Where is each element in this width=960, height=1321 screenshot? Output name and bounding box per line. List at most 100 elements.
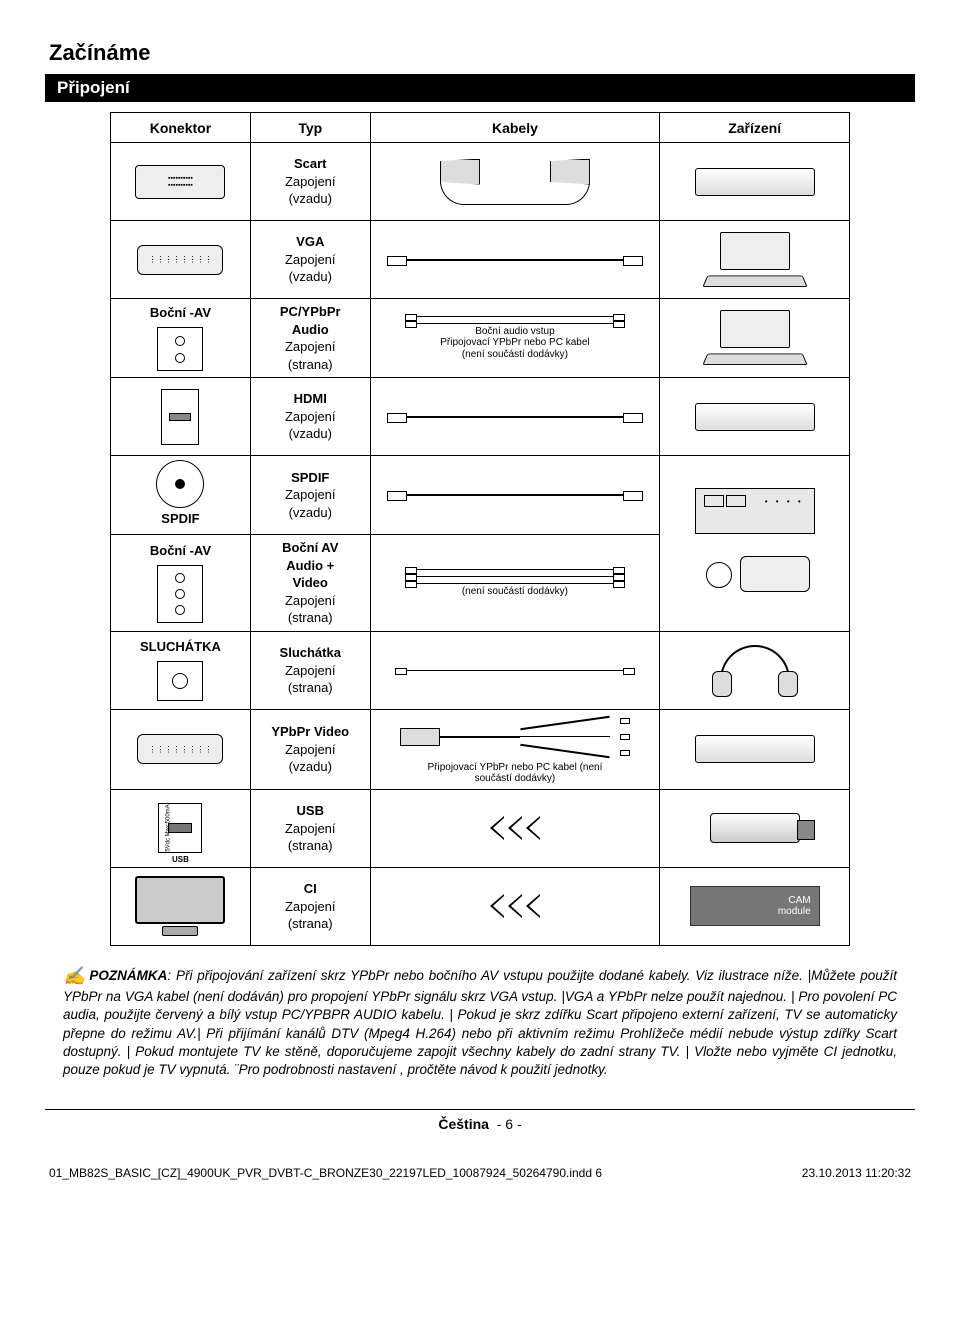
sideav-type-l1: Boční AV — [257, 539, 364, 557]
usb-connector-cell: USB 5Vdc Max:500mA — [111, 789, 251, 867]
usb-side-label: 5Vdc Max:500mA — [166, 805, 172, 852]
pcypbpr-device-cell — [660, 299, 850, 378]
vga-device-cell — [660, 221, 850, 299]
usb-type-conn: Zapojení — [257, 820, 364, 838]
ypbpr-type-name: YPbPr Video — [257, 723, 364, 741]
ci-type-cell: CI Zapojení (strana) — [250, 867, 370, 945]
pcypbpr-note-l1: Boční audio vstup — [377, 326, 654, 338]
side-av-label2: Boční -AV — [150, 543, 211, 558]
side-av-icon — [157, 327, 203, 371]
header-cables: Kabely — [370, 113, 660, 143]
hp-type-name: Sluchátka — [257, 644, 364, 662]
sideav-connector-cell: Boční -AV — [111, 535, 251, 632]
connections-table: Konektor Typ Kabely Zařízení ▪▪▪▪▪▪▪▪▪▪▪… — [110, 112, 850, 946]
pcypbpr-type-cell: PC/YPbPr Audio Zapojení (strana) — [250, 299, 370, 378]
note-hand-icon: ✍ — [63, 964, 85, 988]
ci-cable-cell — [370, 867, 660, 945]
ypbpr-type-conn: Zapojení — [257, 741, 364, 759]
footer-language: Čeština - 6 - — [45, 1116, 915, 1132]
spdif-cable-cell — [370, 456, 660, 535]
section-title: Začínáme — [45, 40, 915, 66]
rca-cable-icon — [415, 583, 615, 584]
hdmi-connector-cell — [111, 378, 251, 456]
tv-icon — [125, 876, 235, 936]
cam-module-icon: CAM module — [690, 886, 820, 926]
usb-type-name: USB — [257, 802, 364, 820]
hdmi-cable-cell — [370, 378, 660, 456]
ypbpr-note-l2: součástí dodávky) — [377, 773, 654, 785]
hdmi-device-cell — [660, 378, 850, 456]
headphone-cable-icon — [405, 670, 625, 671]
hp-type-conn: Zapojení — [257, 662, 364, 680]
row-headphones: SLUCHÁTKA Sluchátka Zapojení (strana) — [111, 631, 850, 709]
footer-divider — [45, 1109, 915, 1110]
subsection-bar: Připojení — [45, 74, 915, 102]
usb-type-pos: (strana) — [257, 837, 364, 855]
spdif-type-pos: (vzadu) — [257, 504, 364, 522]
pcypbpr-type-l3: Zapojení — [257, 338, 364, 356]
vga-socket-icon: ⋮⋮⋮⋮⋮⋮⋮⋮ — [137, 734, 223, 764]
row-vga: ⋮⋮⋮⋮⋮⋮⋮⋮ VGA Zapojení (vzadu) — [111, 221, 850, 299]
vga-type-conn: Zapojení — [257, 251, 364, 269]
row-usb: USB 5Vdc Max:500mA USB Zapojení (strana) — [111, 789, 850, 867]
hdmi-cable-icon — [405, 416, 625, 418]
insert-arrows-icon — [377, 894, 654, 918]
row-pcypbpr-audio: Boční -AV PC/YPbPr Audio Zapojení (stran… — [111, 299, 850, 378]
scart-device-cell — [660, 143, 850, 221]
ypbpr-connector-cell: ⋮⋮⋮⋮⋮⋮⋮⋮ — [111, 709, 251, 789]
spdif-connector-cell: SPDIF — [111, 456, 251, 535]
sideav-type-l4: Zapojení — [257, 592, 364, 610]
scart-type-conn: Zapojení — [257, 173, 364, 191]
usb-cable-cell — [370, 789, 660, 867]
spdif-label: SPDIF — [161, 511, 199, 526]
row-spdif: SPDIF SPDIF Zapojení (vzadu) • • • • — [111, 456, 850, 535]
spdif-socket-icon — [156, 460, 204, 508]
scart-type-name: Scart — [257, 155, 364, 173]
hp-device-cell — [660, 631, 850, 709]
audio-cable-icon — [415, 316, 615, 317]
ypbpr-device-cell — [660, 709, 850, 789]
scart-socket-icon: ▪▪▪▪▪▪▪▪▪▪▪▪▪▪▪▪▪▪▪▪ — [135, 165, 225, 199]
sideav-type-l5: (strana) — [257, 609, 364, 627]
headphone-jack-icon — [157, 661, 203, 701]
dvd-player-icon — [695, 403, 815, 431]
ci-type-name: CI — [257, 880, 364, 898]
laptop-icon — [705, 310, 805, 366]
table-header-row: Konektor Typ Kabely Zařízení — [111, 113, 850, 143]
print-footer: 01_MB82S_BASIC_[CZ]_4900UK_PVR_DVBT-C_BR… — [45, 1166, 915, 1180]
header-type: Typ — [250, 113, 370, 143]
ypbpr-type-pos: (vzadu) — [257, 758, 364, 776]
spdif-cable-icon — [405, 494, 625, 496]
spdif-type-cell: SPDIF Zapojení (vzadu) — [250, 456, 370, 535]
audio-cable-icon — [415, 323, 615, 324]
header-device: Zařízení — [660, 113, 850, 143]
hdmi-type-cell: HDMI Zapojení (vzadu) — [250, 378, 370, 456]
print-footer-file: 01_MB82S_BASIC_[CZ]_4900UK_PVR_DVBT-C_BR… — [49, 1166, 602, 1180]
dvd-player-icon — [695, 168, 815, 196]
ci-type-pos: (strana) — [257, 915, 364, 933]
usb-port-label: USB — [172, 855, 189, 864]
note-body: : Při připojování zařízení skrz YPbPr ne… — [63, 968, 897, 1077]
hp-type-pos: (strana) — [257, 679, 364, 697]
scart-cable-cell — [370, 143, 660, 221]
insert-arrows-icon — [377, 816, 654, 840]
rca-cable-icon — [415, 576, 615, 577]
side-av-label: Boční -AV — [150, 305, 211, 320]
sideav-type-cell: Boční AV Audio + Video Zapojení (strana) — [250, 535, 370, 632]
vga-type-pos: (vzadu) — [257, 268, 364, 286]
pcypbpr-type-l2: Audio — [257, 321, 364, 339]
headphones-icon — [710, 643, 800, 697]
hdmi-type-conn: Zapojení — [257, 408, 364, 426]
pcypbpr-connector-cell: Boční -AV — [111, 299, 251, 378]
sideav-type-l2: Audio + — [257, 557, 364, 575]
note-block: ✍ POZNÁMKA: Při připojování zařízení skrz… — [63, 964, 897, 1079]
amplifier-icon: • • • • — [695, 488, 815, 534]
usb-stick-icon — [710, 813, 800, 843]
print-footer-timestamp: 23.10.2013 11:20:32 — [802, 1166, 911, 1180]
hp-cable-cell — [370, 631, 660, 709]
ypbpr-type-cell: YPbPr Video Zapojení (vzadu) — [250, 709, 370, 789]
vga-cable-cell — [370, 221, 660, 299]
note-lead: POZNÁMKA — [89, 968, 167, 983]
camcorder-icon — [700, 548, 810, 600]
scart-connector-cell: ▪▪▪▪▪▪▪▪▪▪▪▪▪▪▪▪▪▪▪▪ — [111, 143, 251, 221]
